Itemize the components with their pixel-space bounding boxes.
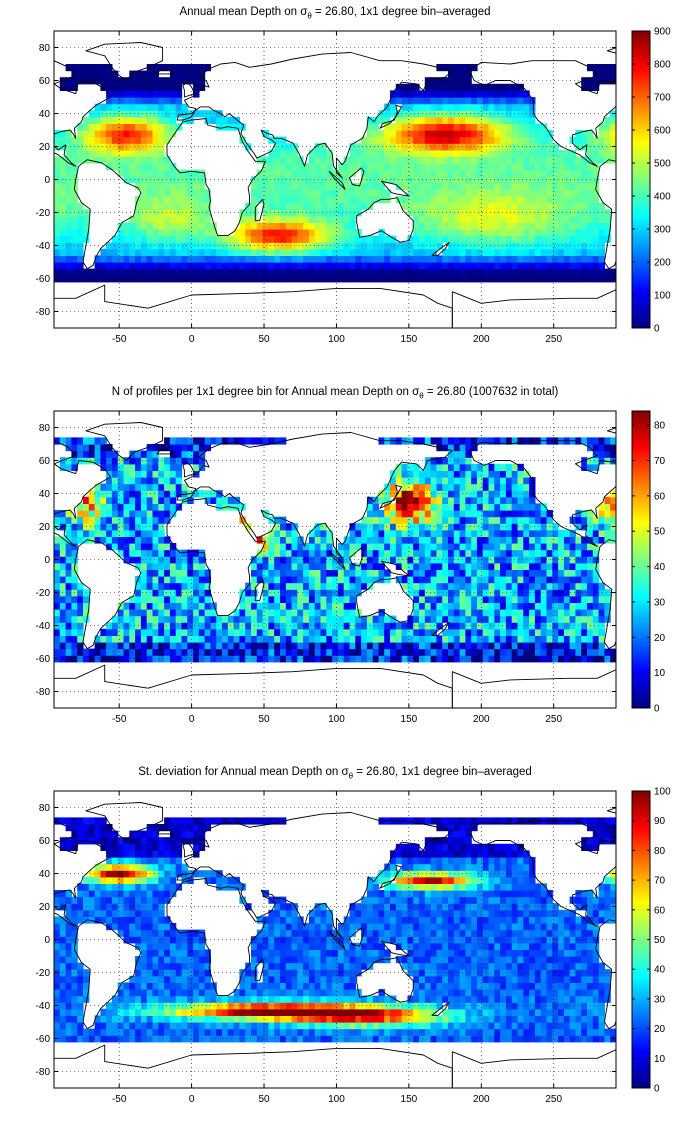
colorbar-tick-label: 800	[654, 60, 671, 71]
grid	[54, 411, 616, 708]
x-tick-label: 50	[258, 1094, 270, 1105]
colorbar-tick-label: 300	[654, 225, 671, 236]
colorbar-tick-label: 70	[654, 456, 666, 467]
y-tick-label: 0	[44, 555, 50, 566]
map-plot: -50 0 50 100 150 200 250806040200-20-40-60-800…	[36, 27, 672, 346]
colorbar-tick-label: 50	[654, 527, 666, 538]
colorbar-tick-label: 10	[654, 668, 666, 679]
y-tick-label: 40	[39, 869, 51, 880]
y-tick-label: -40	[36, 621, 51, 632]
y-tick-label: 0	[44, 935, 50, 946]
grid	[54, 31, 616, 328]
y-tick-label: 20	[39, 902, 51, 913]
x-tick-label: 0	[189, 334, 195, 345]
panel-mean-depth: Annual mean Depth on σθ = 26.80, 1x1 deg…	[0, 0, 696, 380]
x-tick-label: -50	[112, 334, 127, 345]
colorbar-tick-label: 400	[654, 192, 671, 203]
y-tick-label: -80	[36, 1067, 51, 1078]
colorbar-tick-label: 600	[654, 126, 671, 137]
coastlines	[54, 802, 616, 1088]
chart-title: N of profiles per 1x1 degree bin for Ann…	[111, 386, 559, 401]
chart-title: St. deviation for Annual mean Depth on σ…	[138, 766, 532, 781]
colorbar-tick-label: 50	[654, 935, 666, 946]
y-tick-label: -40	[36, 1001, 51, 1012]
x-tick-label: 0	[189, 714, 195, 725]
y-tick-label: 60	[39, 76, 51, 87]
y-tick-label: 40	[39, 489, 51, 500]
y-tick-label: -60	[36, 274, 51, 285]
y-tick-label: 80	[39, 423, 51, 434]
colorbar-tick-label: 700	[654, 93, 671, 104]
colorbar-tick-label: 10	[654, 1054, 666, 1065]
y-tick-label: 80	[39, 43, 51, 54]
colorbar-tick-label: 30	[654, 597, 666, 608]
y-tick-label: 80	[39, 803, 51, 814]
coastlines	[54, 42, 616, 328]
colorbar-tick-label: 40	[654, 562, 666, 573]
y-tick-label: 60	[39, 836, 51, 847]
colorbar-tick-label: 90	[654, 816, 666, 827]
y-tick-label: -20	[36, 968, 51, 979]
chart-title: Annual mean Depth on σθ = 26.80, 1x1 deg…	[179, 6, 491, 21]
x-tick-label: 250	[545, 1094, 562, 1105]
colorbar-tick-label: 20	[654, 1024, 666, 1035]
colorbar-tick-label: 100	[654, 787, 671, 798]
x-tick-label: 150	[401, 1094, 418, 1105]
y-tick-label: -20	[36, 588, 51, 599]
colorbar-tick-label: 900	[654, 27, 671, 38]
x-tick-label: 200	[473, 1094, 490, 1105]
x-tick-label: 50	[258, 334, 270, 345]
colorbar-tick-label: 60	[654, 905, 666, 916]
x-tick-label: 100	[328, 334, 345, 345]
x-tick-label: 150	[401, 714, 418, 725]
colorbar-tick-label: 0	[654, 1084, 660, 1095]
y-tick-label: -60	[36, 1034, 51, 1045]
y-tick-label: -20	[36, 208, 51, 219]
x-tick-label: 100	[328, 714, 345, 725]
y-tick-label: 20	[39, 522, 51, 533]
x-tick-label: 250	[545, 714, 562, 725]
y-tick-label: 20	[39, 142, 51, 153]
colorbar-tick-label: 40	[654, 965, 666, 976]
colorbar	[631, 30, 651, 329]
colorbar	[631, 410, 651, 709]
heatmap-field	[54, 437, 616, 663]
colorbar-tick-label: 30	[654, 994, 666, 1005]
y-tick-label: 60	[39, 456, 51, 467]
colorbar-tick-label: 60	[654, 491, 666, 502]
y-tick-label: -40	[36, 241, 51, 252]
x-tick-label: 200	[473, 334, 490, 345]
map-plot: -50 0 50 100 150 200 250806040200-20-40-60-800…	[36, 410, 666, 725]
colorbar-tick-label: 80	[654, 846, 666, 857]
colorbar-tick-label: 0	[654, 704, 660, 715]
colorbar-tick-label: 20	[654, 633, 666, 644]
y-tick-label: -80	[36, 307, 51, 318]
x-tick-label: 100	[328, 1094, 345, 1105]
panel-std-deviation: St. deviation for Annual mean Depth on σ…	[0, 760, 696, 1140]
heatmap-field	[54, 817, 616, 1043]
heatmap-field	[54, 64, 616, 283]
x-tick-label: -50	[112, 714, 127, 725]
colorbar-tick-label: 0	[654, 324, 660, 335]
colorbar-tick-label: 200	[654, 258, 671, 269]
colorbar-tick-label: 100	[654, 291, 671, 302]
x-tick-label: 150	[401, 334, 418, 345]
y-tick-label: 40	[39, 109, 51, 120]
y-tick-label: -80	[36, 687, 51, 698]
y-tick-label: -60	[36, 654, 51, 665]
colorbar-tick-label: 500	[654, 159, 671, 170]
x-tick-label: -50	[112, 1094, 127, 1105]
coastlines	[54, 422, 616, 708]
grid	[54, 791, 616, 1088]
colorbar-tick-label: 70	[654, 876, 666, 887]
colorbar-tick-label: 80	[654, 421, 666, 432]
map-plot: -50 0 50 100 150 200 250806040200-20-40-60-800…	[36, 787, 672, 1106]
panel-profile-count: N of profiles per 1x1 degree bin for Ann…	[0, 380, 696, 760]
x-tick-label: 250	[545, 334, 562, 345]
x-tick-label: 200	[473, 714, 490, 725]
x-tick-label: 0	[189, 1094, 195, 1105]
x-tick-label: 50	[258, 714, 270, 725]
y-tick-label: 0	[44, 175, 50, 186]
